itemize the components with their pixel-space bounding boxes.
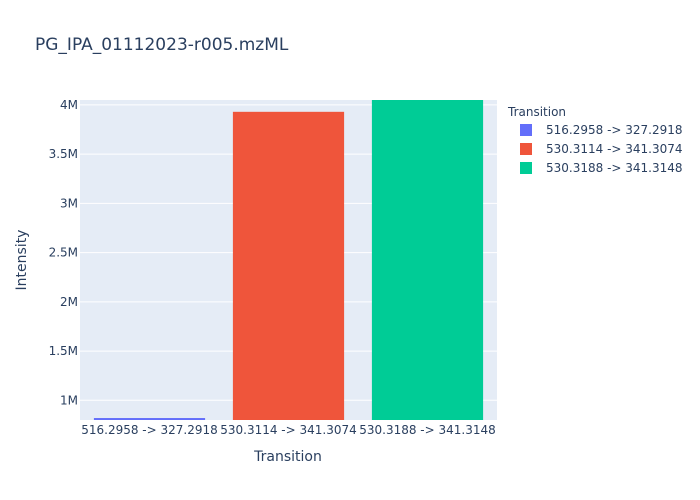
legend-item-label[interactable]: 530.3188 -> 341.3148 — [546, 161, 683, 175]
y-tick-label: 1M — [60, 393, 78, 407]
y-axis-ticks: 1M 1.5M 2M 2.5M 3M 3.5M 4M — [49, 98, 78, 407]
y-tick-label: 3M — [60, 196, 78, 210]
y-tick-label: 1.5M — [49, 344, 78, 358]
x-axis-title: Transition — [253, 449, 322, 465]
chart-title: PG_IPA_01112023-r005.mzML — [35, 35, 289, 55]
y-axis-title: Intensity — [14, 230, 30, 291]
legend: Transition 516.2958 -> 327.2918 530.3114 … — [507, 105, 683, 175]
y-tick-label: 3.5M — [49, 147, 78, 161]
legend-item-label[interactable]: 530.3114 -> 341.3074 — [546, 142, 683, 156]
x-axis-ticks: 516.2958 -> 327.2918 530.3114 -> 341.3074… — [81, 423, 496, 437]
legend-swatch[interactable] — [520, 124, 532, 136]
bars — [93, 100, 484, 421]
legend-item-label[interactable]: 516.2958 -> 327.2918 — [546, 123, 683, 137]
legend-swatch[interactable] — [520, 143, 532, 155]
x-tick-label: 516.2958 -> 327.2918 — [81, 423, 218, 437]
x-tick-label: 530.3114 -> 341.3074 — [220, 423, 357, 437]
y-tick-label: 4M — [60, 98, 78, 112]
y-tick-label: 2M — [60, 295, 78, 309]
x-tick-label: 530.3188 -> 341.3148 — [359, 423, 496, 437]
legend-swatch[interactable] — [520, 162, 532, 174]
legend-title: Transition — [507, 105, 566, 119]
y-tick-label: 2.5M — [49, 246, 78, 260]
bar-1[interactable] — [93, 418, 206, 420]
bar-3[interactable] — [371, 100, 484, 420]
bar-2[interactable] — [232, 111, 345, 421]
